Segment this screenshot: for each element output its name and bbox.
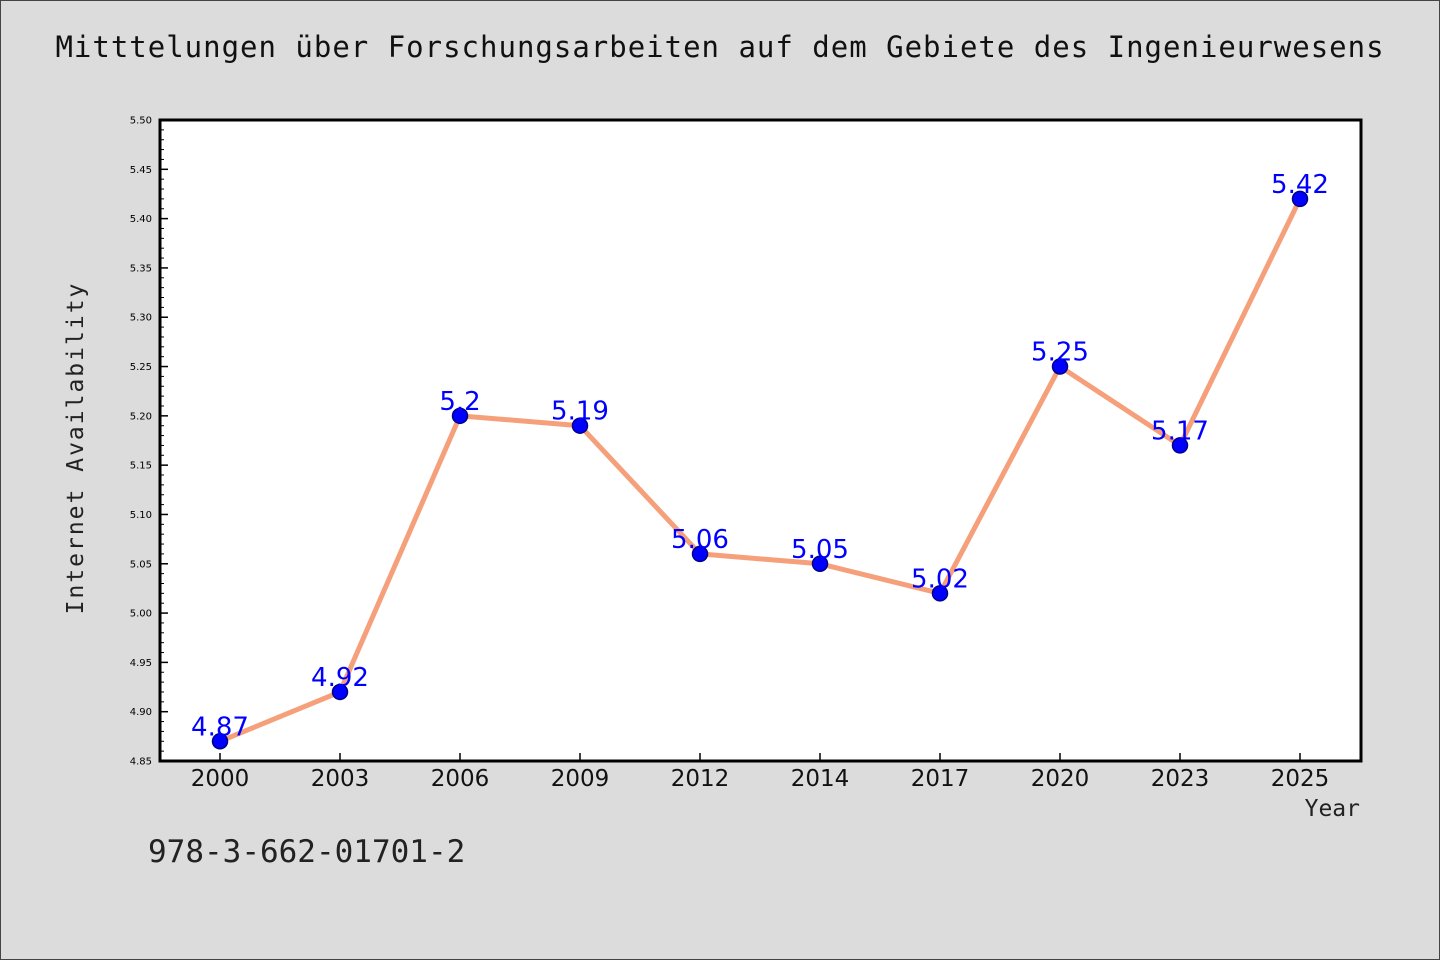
chart-title: Mitttelungen über Forschungsarbeiten auf… xyxy=(55,30,1385,64)
data-point xyxy=(451,407,469,425)
x-tick-label: 2025 xyxy=(1271,766,1330,792)
data-point xyxy=(211,733,229,750)
data-label: 5.05 xyxy=(791,535,849,565)
data-points xyxy=(211,190,1309,750)
data-point xyxy=(571,417,589,434)
x-tick-label: 2020 xyxy=(1031,766,1090,792)
x-axis-label: Year xyxy=(1304,796,1360,822)
y-tick-label: 5.25 xyxy=(130,362,152,373)
plot-area xyxy=(158,118,1363,763)
x-tick-label: 2009 xyxy=(551,766,610,792)
y-tick-label: 5.35 xyxy=(130,263,152,274)
y-minor-ticks xyxy=(160,129,164,752)
data-label: 5.19 xyxy=(551,397,609,427)
data-label: 5.02 xyxy=(911,564,969,594)
y-tick-label: 5.50 xyxy=(130,116,152,127)
x-tick-label: 2017 xyxy=(911,766,970,792)
data-label: 5.2 xyxy=(439,387,480,417)
data-label: 5.25 xyxy=(1031,338,1089,368)
x-tick-label: 2003 xyxy=(311,766,370,792)
series-line xyxy=(217,196,1303,744)
y-tick-label: 5.20 xyxy=(130,411,152,422)
data-label: 5.42 xyxy=(1271,170,1329,200)
y-tick-label: 5.00 xyxy=(130,609,152,620)
data-label: 4.92 xyxy=(311,663,369,693)
y-tick-label: 5.05 xyxy=(130,559,152,570)
y-tick-label: 4.85 xyxy=(130,757,152,768)
x-tick-label: 2014 xyxy=(791,766,850,792)
data-point xyxy=(331,683,349,701)
data-point xyxy=(1051,358,1069,375)
y-axis-label: Internet Availability xyxy=(63,281,89,615)
data-point xyxy=(931,585,949,602)
data-label: 5.06 xyxy=(671,525,729,555)
isbn-code: 978-3-662-01701-2 xyxy=(148,834,466,870)
data-label: 5.17 xyxy=(1151,416,1209,446)
data-point xyxy=(811,555,829,573)
y-ticks: 4.85 4.90 4.95 5.00 5.05 5.10 5.15 5.20 5.25 5.30… xyxy=(130,116,168,768)
x-tick-label: 2000 xyxy=(191,766,250,792)
x-tick-label: 2012 xyxy=(671,766,730,792)
y-tick-label: 5.40 xyxy=(130,214,152,225)
data-point xyxy=(691,545,709,563)
x-ticks: 2000 2003 2006 2009 2012 2014 2017 2020 2023 2025 xyxy=(191,753,1330,792)
data-point xyxy=(1171,437,1189,454)
y-tick-label: 5.15 xyxy=(130,461,152,472)
data-label: 4.87 xyxy=(191,712,249,742)
y-tick-label: 4.95 xyxy=(130,658,152,669)
x-tick-label: 2006 xyxy=(431,766,490,792)
data-point xyxy=(1291,190,1309,208)
y-tick-label: 5.45 xyxy=(130,165,152,176)
y-tick-label: 5.30 xyxy=(130,313,152,324)
x-tick-label: 2023 xyxy=(1151,766,1210,792)
y-tick-label: 5.10 xyxy=(130,510,152,521)
y-tick-label: 4.90 xyxy=(130,707,152,718)
data-labels: 4.87 4.92 5.2 5.19 5.06 5.05 5.02 5.25 5.17 5.42 xyxy=(191,170,1329,742)
